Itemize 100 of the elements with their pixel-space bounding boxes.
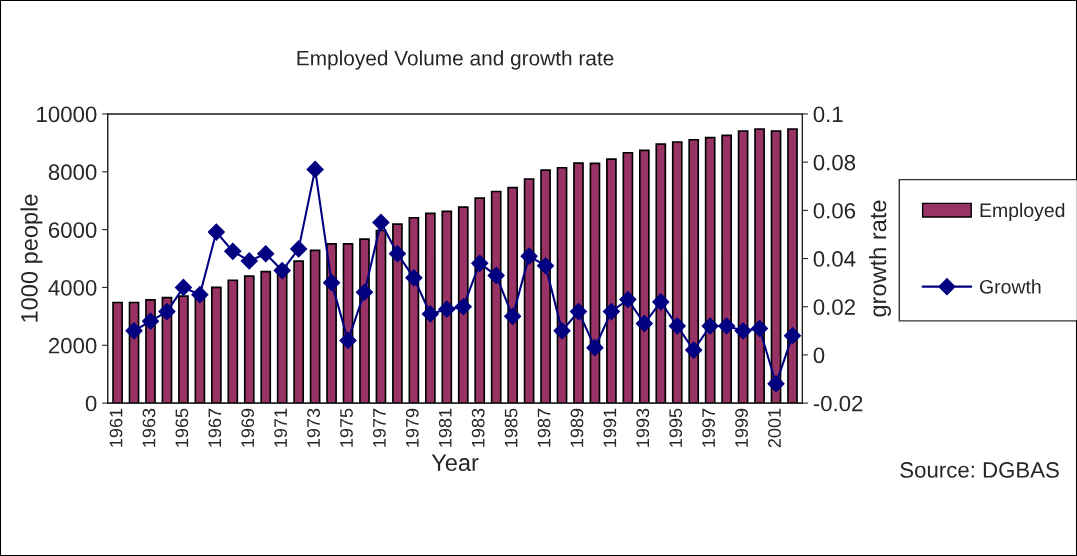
point <box>783 327 802 345</box>
bar <box>638 149 650 404</box>
point <box>652 293 670 311</box>
legend-label: Employed <box>980 202 1065 222</box>
x-tick-label: 1963 <box>142 408 156 447</box>
y-tick-label: 6000 <box>48 222 97 238</box>
x-tick-label: 1969 <box>241 408 255 447</box>
source-note: Source: DGBAS <box>900 462 1059 478</box>
y-tick-label: 10000 <box>37 106 97 123</box>
x-tick-label: 1981 <box>438 408 452 447</box>
point <box>290 240 308 258</box>
point <box>257 245 275 263</box>
bar <box>293 260 305 404</box>
point <box>635 315 653 333</box>
point <box>520 247 538 265</box>
point <box>602 302 620 321</box>
bar <box>457 206 469 404</box>
x-tick-label: 1993 <box>636 408 650 447</box>
y2-tick-label: 0.06 <box>813 202 856 219</box>
y-tick-label: 0 <box>85 395 97 412</box>
point <box>767 375 785 393</box>
y2-axis-title: growth rate <box>868 200 891 317</box>
bar <box>655 143 667 404</box>
point <box>569 302 588 321</box>
x-tick-label: 1999 <box>735 408 748 447</box>
point <box>438 300 456 318</box>
point <box>306 160 324 178</box>
y2-tick-label: -0.02 <box>813 395 863 412</box>
y-tick-label: 2000 <box>48 337 97 354</box>
y2-tick-label: 0 <box>813 347 825 364</box>
point <box>685 341 703 359</box>
point <box>323 274 341 292</box>
bar <box>392 223 403 404</box>
point <box>207 223 225 241</box>
bar <box>507 186 519 404</box>
bar <box>474 197 486 404</box>
bar <box>441 210 453 404</box>
x-tick-label: 1989 <box>570 408 584 447</box>
x-tick-label: 1965 <box>175 408 189 447</box>
point <box>504 307 522 325</box>
point <box>586 339 604 357</box>
x-tick-label: 1977 <box>373 408 386 447</box>
point <box>421 305 439 323</box>
point <box>405 269 423 287</box>
bar <box>721 134 733 404</box>
bar <box>260 270 272 404</box>
bar <box>754 128 765 404</box>
y2-tick-label: 0.04 <box>813 251 856 267</box>
bar <box>112 301 123 404</box>
point <box>224 242 242 260</box>
y-tick-label: 4000 <box>48 279 97 296</box>
bar <box>210 286 222 404</box>
x-tick-label: 1995 <box>669 408 683 447</box>
bar <box>227 279 239 404</box>
x-tick-label: 1975 <box>340 408 353 447</box>
point <box>158 302 176 321</box>
bar <box>424 212 436 404</box>
point <box>141 312 160 330</box>
y2-tick-label: 0.08 <box>813 154 856 171</box>
point <box>240 252 258 270</box>
point <box>471 254 489 272</box>
bar <box>243 275 255 404</box>
y-tick-label: 8000 <box>48 164 97 181</box>
point <box>273 262 291 280</box>
point <box>718 317 736 335</box>
point <box>372 213 390 231</box>
point <box>751 319 769 337</box>
y2-tick-label: 0.1 <box>813 106 843 123</box>
bar <box>309 249 321 404</box>
point <box>537 257 555 275</box>
bar <box>704 136 716 404</box>
x-tick-label: 1971 <box>274 408 288 447</box>
point <box>125 322 143 340</box>
x-tick-label: 1987 <box>537 408 551 447</box>
y-axis-title: 1000 people <box>20 194 43 322</box>
x-tick-label: 1967 <box>208 408 222 447</box>
bar <box>178 295 189 404</box>
x-axis-title: Year <box>431 454 479 472</box>
x-tick-label: 1961 <box>109 408 123 447</box>
x-tick-label: 1991 <box>603 408 617 447</box>
bar <box>688 138 700 404</box>
point <box>668 317 686 335</box>
bar <box>606 158 617 404</box>
chart-title: Employed Volume and growth rate <box>297 50 614 70</box>
bar <box>671 141 683 404</box>
point <box>191 286 209 304</box>
point <box>454 298 472 316</box>
bar <box>573 162 584 404</box>
y2-tick-label: 0.02 <box>813 299 855 315</box>
legend-label: Growth <box>980 279 1041 294</box>
point <box>701 317 719 335</box>
point <box>174 278 192 297</box>
x-tick-label: 2001 <box>768 408 781 448</box>
bar <box>490 190 502 404</box>
bar <box>540 169 551 404</box>
x-tick-label: 1985 <box>504 408 518 447</box>
point <box>553 322 571 340</box>
x-tick-label: 1979 <box>405 408 419 447</box>
point <box>619 290 637 309</box>
point <box>355 283 374 301</box>
